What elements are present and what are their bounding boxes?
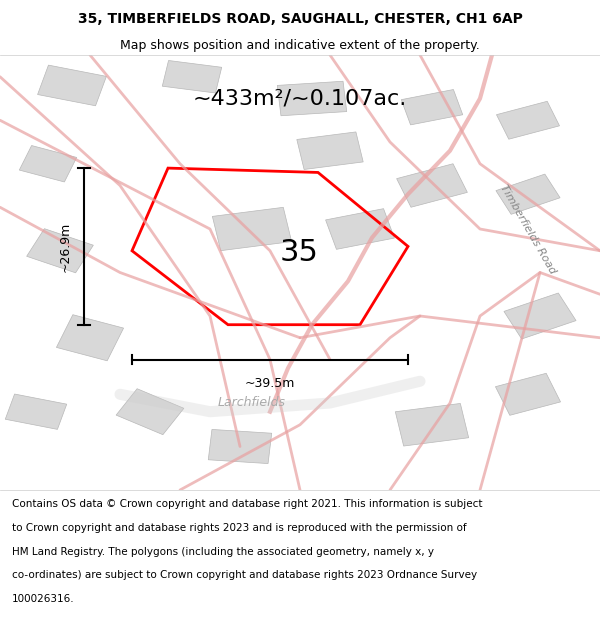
Bar — [38, 65, 106, 106]
Bar — [496, 101, 560, 139]
Bar — [5, 394, 67, 429]
Bar — [504, 293, 576, 339]
Bar — [401, 89, 463, 125]
Bar — [212, 208, 292, 251]
Bar — [162, 61, 222, 93]
Bar — [496, 373, 560, 415]
Bar — [208, 429, 272, 464]
Text: 35, TIMBERFIELDS ROAD, SAUGHALL, CHESTER, CH1 6AP: 35, TIMBERFIELDS ROAD, SAUGHALL, CHESTER… — [77, 12, 523, 26]
Text: 35: 35 — [280, 238, 319, 267]
Bar — [326, 209, 394, 249]
Bar — [26, 229, 94, 273]
Bar — [496, 174, 560, 214]
Bar — [277, 81, 347, 116]
Text: ~433m²/~0.107ac.: ~433m²/~0.107ac. — [193, 89, 407, 109]
Bar — [19, 146, 77, 182]
Text: co-ordinates) are subject to Crown copyright and database rights 2023 Ordnance S: co-ordinates) are subject to Crown copyr… — [12, 571, 477, 581]
Text: Timberfields Road: Timberfields Road — [499, 182, 557, 276]
Text: 100026316.: 100026316. — [12, 594, 74, 604]
Bar — [116, 389, 184, 434]
Text: HM Land Registry. The polygons (including the associated geometry, namely x, y: HM Land Registry. The polygons (includin… — [12, 547, 434, 557]
Text: ~26.9m: ~26.9m — [59, 221, 72, 271]
Bar — [297, 132, 363, 169]
Text: Contains OS data © Crown copyright and database right 2021. This information is : Contains OS data © Crown copyright and d… — [12, 499, 482, 509]
Text: to Crown copyright and database rights 2023 and is reproduced with the permissio: to Crown copyright and database rights 2… — [12, 523, 467, 533]
Bar — [56, 315, 124, 361]
Text: ~39.5m: ~39.5m — [245, 377, 295, 390]
Bar — [397, 164, 467, 208]
Text: Larchfields: Larchfields — [218, 396, 286, 409]
Bar — [395, 404, 469, 446]
Text: Map shows position and indicative extent of the property.: Map shows position and indicative extent… — [120, 39, 480, 51]
